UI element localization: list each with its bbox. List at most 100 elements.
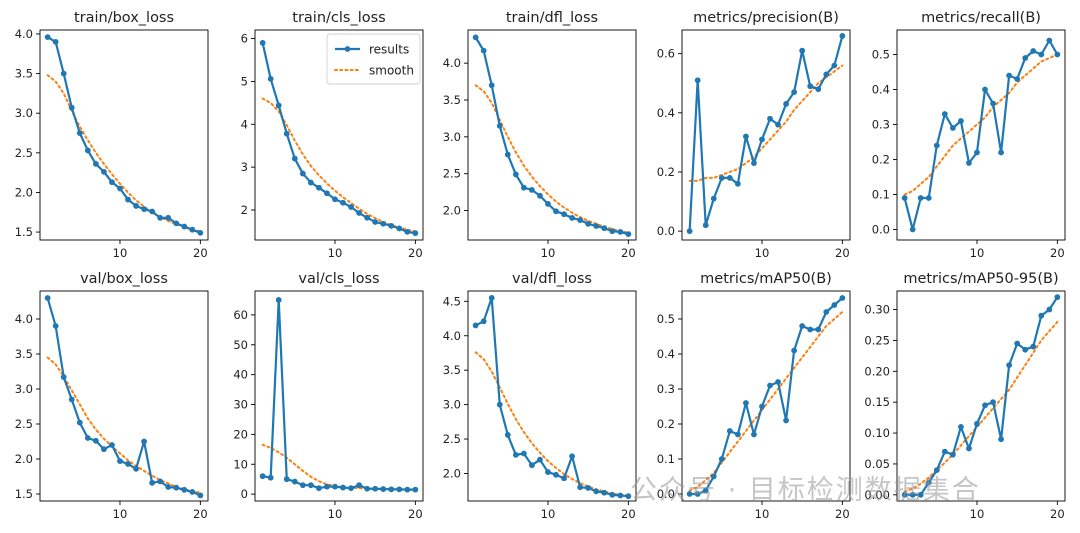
y-tick-label: 20 [233, 427, 248, 441]
axes-frame [681, 29, 851, 241]
y-tick-label: 0 [241, 487, 248, 501]
results-point [925, 195, 932, 201]
smooth-line [474, 84, 630, 234]
results-point [109, 442, 115, 448]
results-point [496, 401, 503, 408]
results-point [299, 482, 306, 489]
results-point [141, 206, 147, 212]
results-point [1054, 51, 1061, 58]
results-point [197, 229, 204, 236]
axes-frame [254, 290, 424, 502]
results-point [577, 217, 584, 224]
results-point [933, 142, 940, 149]
results-point [982, 402, 988, 409]
y-tick-label: 0.3 [872, 118, 890, 132]
y-tick-label: 4.0 [443, 329, 461, 343]
results-point [84, 147, 91, 154]
x-tick-label: 10 [328, 246, 343, 260]
x-tick-label: 20 [193, 507, 208, 521]
results-point [759, 403, 765, 410]
results-point [925, 479, 932, 486]
results-point [767, 115, 773, 122]
results-point [815, 326, 822, 333]
legend-label-results: results [369, 43, 409, 57]
y-tick-label: 4.0 [15, 27, 33, 41]
results-point [718, 456, 725, 462]
results-point [577, 484, 584, 491]
results-point [324, 190, 330, 197]
results-point [141, 438, 147, 445]
results-point [68, 104, 75, 111]
results-point [181, 223, 188, 230]
panel-8: metrics/mAP50(B) 0.0 0.1 0.2 0.3 0.4 0.5 10 20 [657, 271, 851, 521]
results-point [901, 491, 908, 498]
results-point [609, 491, 616, 498]
results-point [404, 228, 411, 235]
results-point [307, 179, 314, 186]
y-tick-label: 4.5 [443, 294, 461, 308]
results-point [807, 83, 814, 90]
y-tick-label: 50 [233, 338, 248, 352]
y-tick-label: 0.4 [657, 347, 675, 361]
results-point [783, 417, 789, 424]
y-tick-label: 0.5 [657, 312, 675, 326]
results-point [569, 214, 575, 221]
panel-title: val/box_loss [80, 271, 168, 287]
results-point [823, 309, 830, 315]
results-point [1022, 55, 1029, 61]
y-tick-label: 3.0 [15, 106, 33, 120]
y-tick-label: 2.0 [443, 204, 461, 218]
results-point [569, 453, 575, 460]
y-tick-label: 10 [233, 457, 248, 471]
results-point [101, 446, 107, 453]
results-point [982, 86, 988, 93]
results-point [472, 322, 479, 329]
results-point [259, 473, 266, 480]
results-point [84, 435, 91, 441]
results-point [92, 161, 99, 167]
axes-frame [896, 290, 1066, 502]
y-tick-label: 0.25 [864, 333, 890, 347]
results-point [743, 400, 749, 406]
x-tick-label: 10 [970, 246, 985, 260]
results-point [545, 469, 551, 475]
x-tick-label: 20 [193, 246, 208, 260]
results-point [149, 208, 156, 215]
results-line [47, 36, 201, 234]
results-point [165, 214, 172, 221]
panel-9: metrics/mAP50-95(B) 0.00 0.05 0.10 0.15 0.20 0… [864, 271, 1066, 521]
results-point [601, 225, 608, 232]
panel-0: train/box_loss 1.5 2.0 2.5 3.0 3.5 4.0 10 20 [15, 10, 209, 260]
results-point [332, 196, 338, 203]
results-point [340, 484, 346, 491]
results-point [949, 125, 956, 131]
results-point [958, 423, 964, 430]
results-point [480, 318, 487, 325]
results-line [46, 297, 201, 497]
x-tick-label: 10 [328, 507, 343, 521]
results-point [831, 302, 838, 308]
results-point [283, 130, 290, 137]
y-tick-label: 0.2 [872, 153, 890, 167]
results-point [537, 456, 543, 463]
y-tick-label: 1.5 [15, 225, 33, 239]
results-point [275, 297, 282, 303]
axes-frame [896, 29, 1066, 241]
results-point [380, 220, 387, 227]
y-tick-label: 3.0 [15, 382, 33, 396]
results-point [751, 160, 757, 166]
results-point [157, 478, 164, 485]
results-point [412, 230, 419, 237]
x-tick-label: 20 [835, 246, 850, 260]
results-point [291, 478, 298, 485]
results-line [688, 35, 844, 232]
panel-title: train/cls_loss [292, 10, 385, 26]
results-point [799, 47, 806, 54]
results-point [76, 419, 83, 426]
panel-3: metrics/precision(B) 0.0 0.2 0.4 0.6 10 20 [657, 10, 851, 260]
results-line [262, 298, 416, 491]
results-point [807, 326, 814, 333]
results-point [1046, 37, 1053, 44]
panel-title: metrics/mAP50-95(B) [903, 271, 1058, 287]
